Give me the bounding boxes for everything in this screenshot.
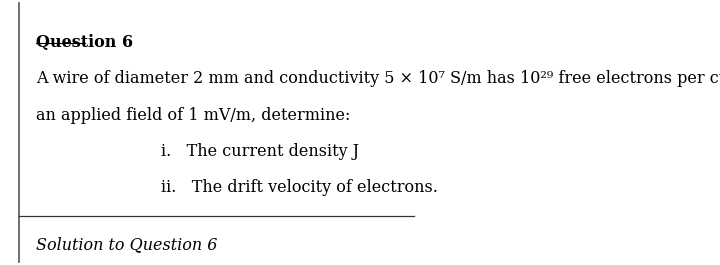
Text: an applied field of 1 mV/m, determine:: an applied field of 1 mV/m, determine:	[36, 107, 351, 123]
Text: A wire of diameter 2 mm and conductivity 5 × 10⁷ S/m has 10²⁹ free electrons per: A wire of diameter 2 mm and conductivity…	[36, 70, 720, 87]
Text: i.   The current density J: i. The current density J	[161, 143, 359, 160]
Text: Solution to Question 6: Solution to Question 6	[36, 236, 217, 253]
Text: ii.   The drift velocity of electrons.: ii. The drift velocity of electrons.	[161, 179, 438, 196]
Text: Question 6: Question 6	[36, 34, 133, 51]
